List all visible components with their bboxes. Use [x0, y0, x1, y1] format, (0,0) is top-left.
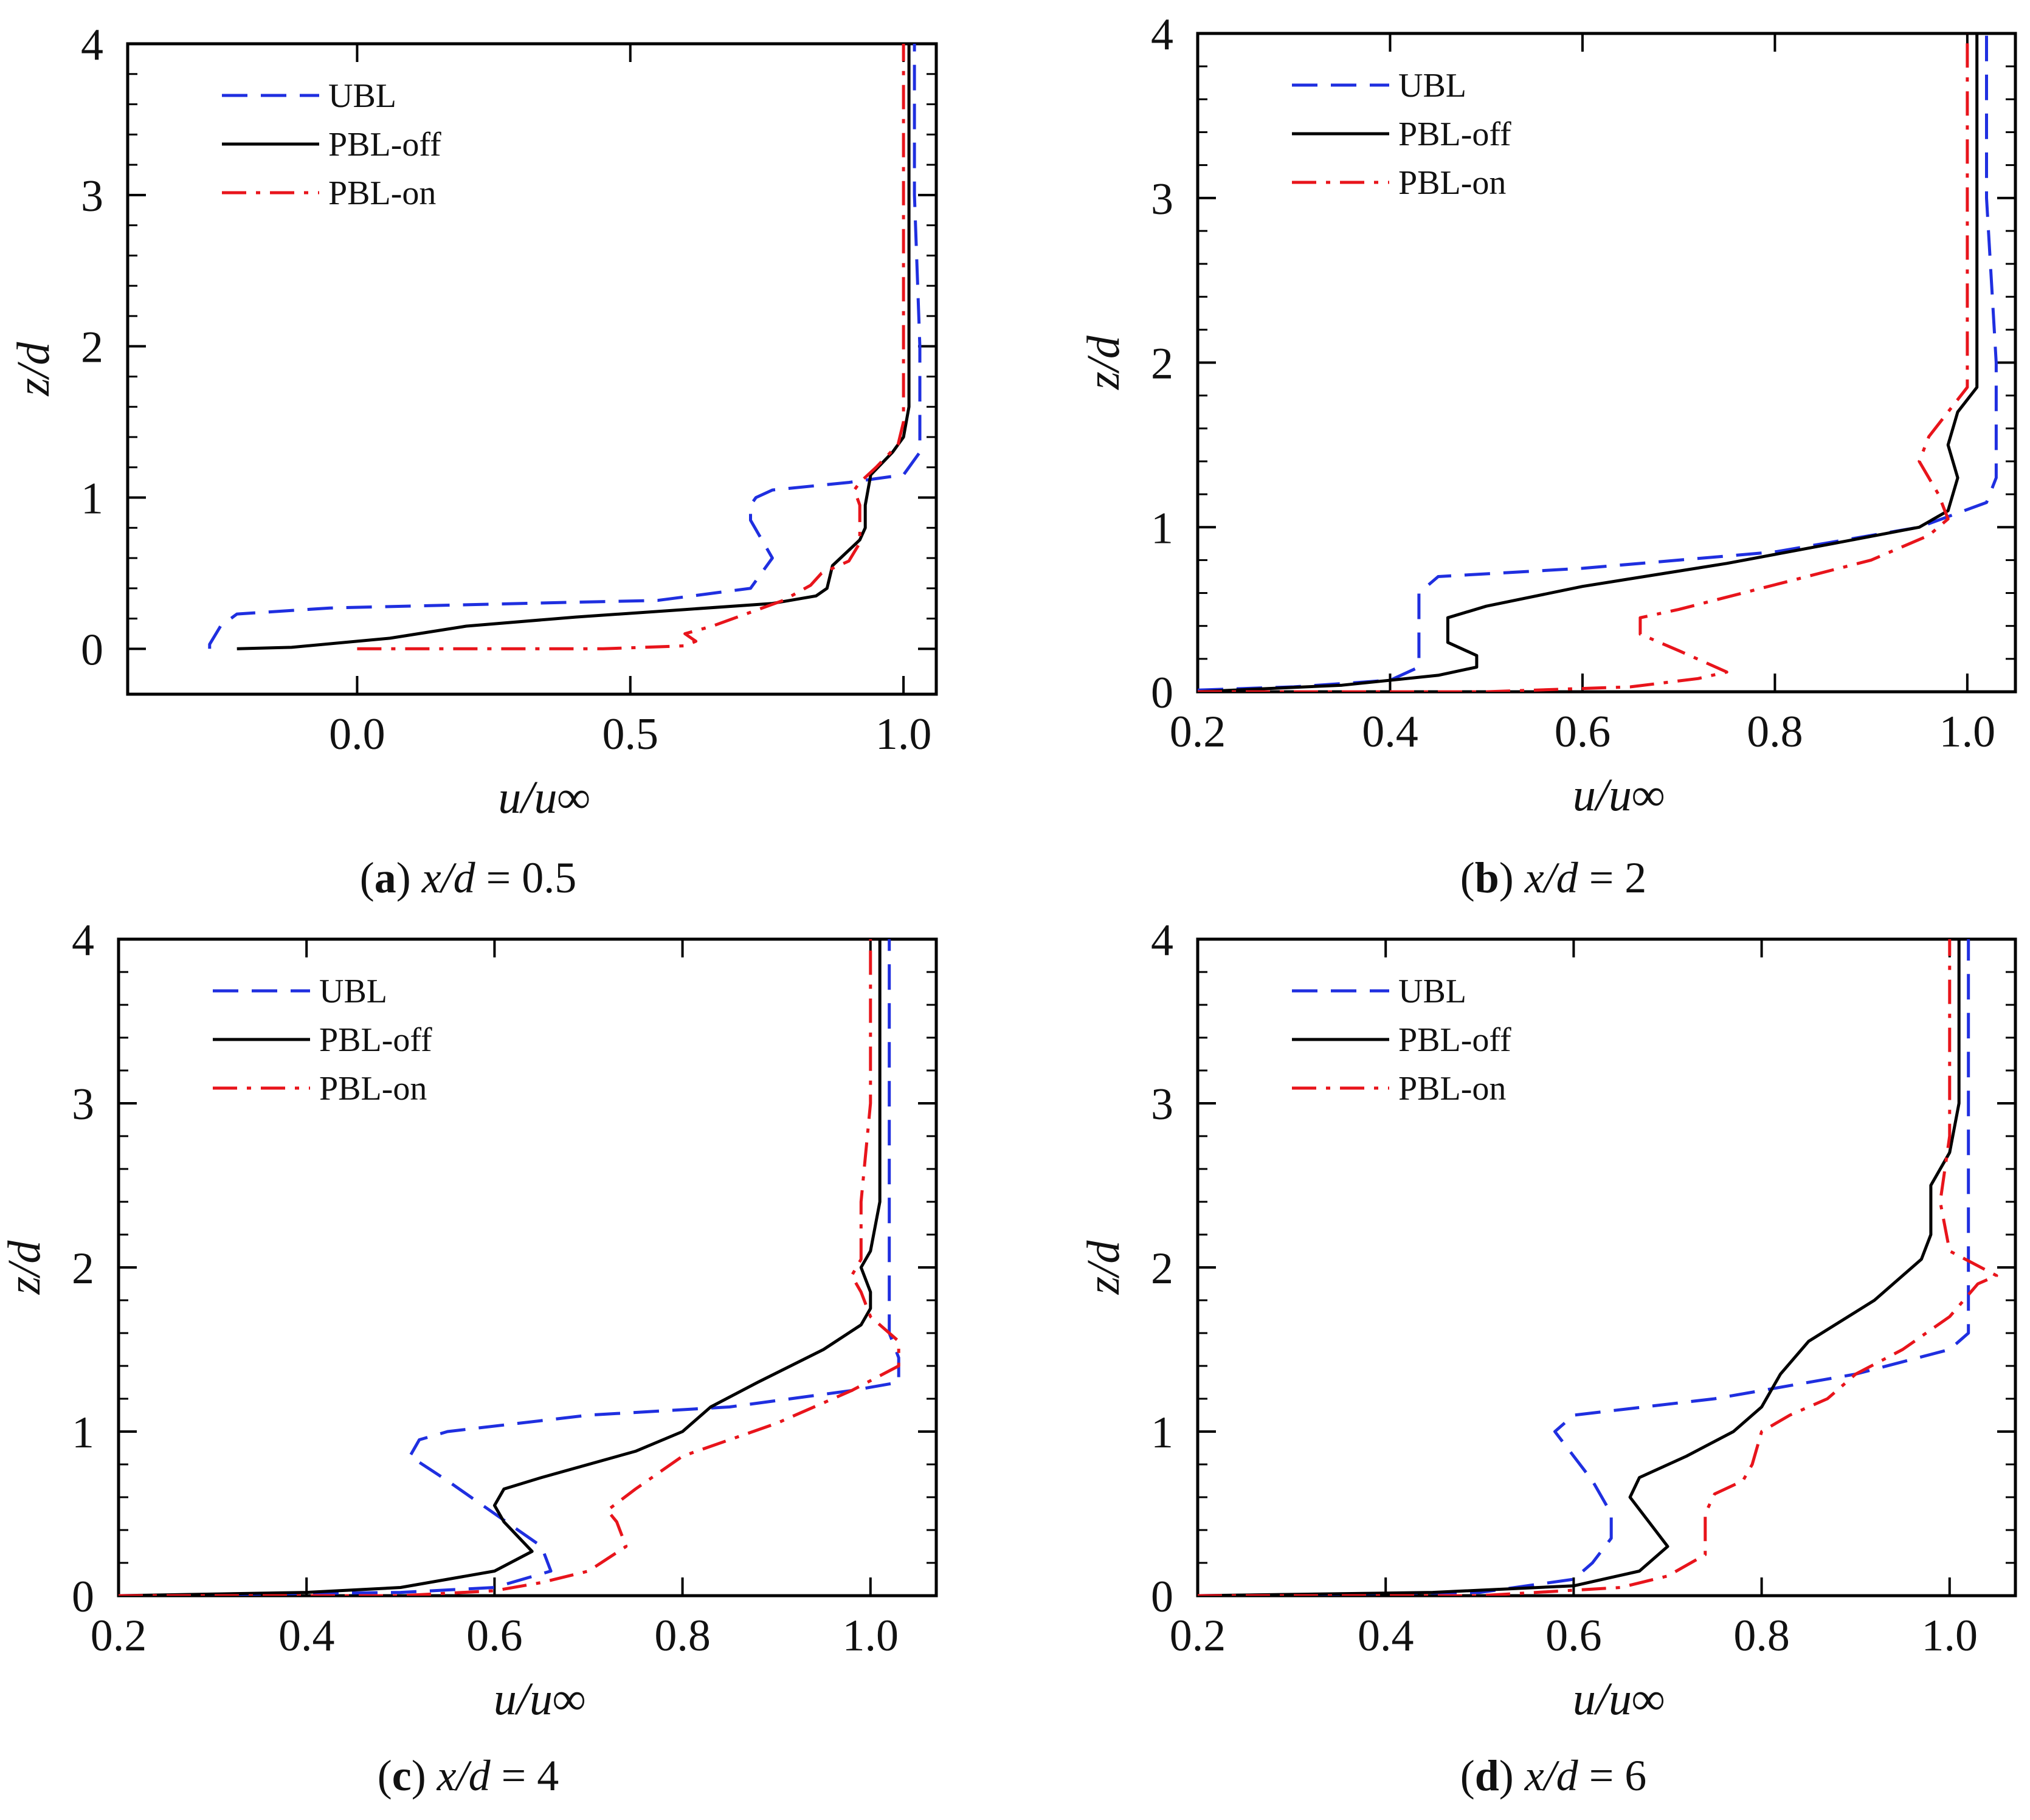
- legend-label: UBL: [1398, 67, 1466, 105]
- y-tick-label: 4: [1151, 10, 1173, 60]
- series-line-ubl: [1198, 33, 1998, 692]
- plot-frame: [1196, 937, 2017, 1598]
- x-tick-label: 0.2: [1170, 1611, 1226, 1661]
- y-axis-title: z/d: [0, 1240, 50, 1295]
- plot-frame: [1196, 32, 2017, 694]
- series-line-ubl: [1198, 939, 1970, 1596]
- y-tick-label: 2: [72, 1244, 94, 1294]
- y-tick-label: 4: [81, 20, 103, 70]
- panel-caption: (b) x/d = 2: [1460, 853, 1647, 902]
- x-tick-label: 0.8: [1733, 1611, 1790, 1661]
- y-tick-label: 3: [81, 171, 103, 221]
- legend-label: PBL-off: [328, 126, 441, 164]
- x-tick-label: 0.8: [1747, 707, 1803, 757]
- y-tick-label: 0: [72, 1572, 94, 1622]
- series-line-ubl: [119, 939, 900, 1596]
- series-line-pbl-on: [119, 939, 900, 1596]
- y-tick-label: 0: [1151, 668, 1173, 718]
- y-tick-label: 4: [1151, 915, 1173, 965]
- x-tick-label: 1.0: [875, 709, 932, 759]
- legend-label: PBL-on: [328, 174, 436, 212]
- panel-a: 0 1 2 3 4 0.0 0.5 1.0 u/u∞ z/d UBL PBL-off PBL-on (a)…: [8, 20, 938, 902]
- series-line-ubl: [208, 44, 922, 649]
- x-axis-title: u/u∞: [494, 1674, 585, 1725]
- y-tick-label: 4: [72, 915, 94, 965]
- panel-caption: (c) x/d = 4: [378, 1751, 559, 1800]
- legend-label: PBL-off: [1398, 1021, 1511, 1059]
- y-tick-label: 2: [81, 323, 103, 373]
- legend-label: PBL-off: [1398, 115, 1511, 153]
- series-line-pbl-off: [119, 939, 882, 1596]
- series-line-pbl-off: [1198, 939, 1961, 1596]
- series-line-pbl-on: [1198, 939, 1998, 1596]
- x-tick-label: 0.6: [466, 1611, 523, 1661]
- plot-frame: [126, 42, 938, 696]
- legend-label: PBL-on: [1398, 164, 1506, 202]
- legend-label: PBL-on: [1398, 1070, 1506, 1108]
- y-axis-title: z/d: [1078, 335, 1129, 390]
- y-tick-label: 1: [1151, 503, 1173, 553]
- y-tick-label: 3: [1151, 174, 1173, 224]
- x-tick-label: 0.2: [1170, 707, 1226, 757]
- x-tick-label: 1.0: [843, 1611, 899, 1661]
- y-tick-label: 3: [72, 1080, 94, 1129]
- panel-caption: (d) x/d = 6: [1460, 1751, 1647, 1800]
- x-axis-title: u/u∞: [1573, 1674, 1665, 1725]
- x-axis-title: u/u∞: [498, 772, 590, 823]
- y-tick-label: 1: [1151, 1408, 1173, 1458]
- x-tick-label: 0.5: [602, 709, 659, 759]
- legend-label: UBL: [1398, 973, 1466, 1010]
- legend-label: PBL-off: [319, 1021, 432, 1059]
- series-line-pbl-on: [357, 44, 905, 650]
- x-tick-label: 0.4: [278, 1611, 335, 1661]
- panel-c: 0 1 2 3 4 0.2 0.4 0.6 0.8 1.0 u/u∞ z/d UBL PBL-off PBL…: [0, 915, 938, 1800]
- series-line-pbl-off: [236, 44, 911, 650]
- x-tick-label: 0.6: [1555, 707, 1611, 757]
- legend-label: PBL-on: [319, 1070, 427, 1108]
- y-axis-title: z/d: [8, 342, 59, 397]
- y-axis-title: z/d: [1078, 1240, 1129, 1295]
- x-axis-title: u/u∞: [1573, 770, 1665, 821]
- x-tick-label: 0.0: [329, 709, 385, 759]
- x-tick-label: 1.0: [1922, 1611, 1978, 1661]
- x-tick-label: 0.6: [1545, 1611, 1602, 1661]
- x-tick-label: 0.4: [1358, 1611, 1414, 1661]
- panel-caption: (a) x/d = 0.5: [360, 853, 577, 902]
- y-tick-label: 0: [81, 625, 103, 675]
- y-tick-label: 3: [1151, 1080, 1173, 1129]
- y-tick-label: 0: [1151, 1572, 1173, 1622]
- x-tick-label: 0.8: [654, 1611, 711, 1661]
- panel-d: 0 1 2 3 4 0.2 0.4 0.6 0.8 1.0 u/u∞ z/d UBL PBL-off PBL…: [1078, 915, 2017, 1800]
- series-line-pbl-off: [1198, 33, 1979, 692]
- x-tick-label: 1.0: [1939, 707, 1996, 757]
- legend-label: UBL: [319, 973, 387, 1010]
- y-tick-label: 2: [1151, 1244, 1173, 1294]
- series-line-pbl-on: [1198, 33, 1969, 692]
- x-tick-label: 0.4: [1362, 707, 1418, 757]
- y-tick-label: 1: [81, 474, 103, 524]
- x-tick-label: 0.2: [91, 1611, 147, 1661]
- y-tick-label: 2: [1151, 339, 1173, 389]
- panel-b: 0 1 2 3 4 0.2 0.4 0.6 0.8 1.0 u/u∞ z/d UBL PBL-off PBL…: [1078, 10, 2017, 902]
- plot-frame: [117, 937, 938, 1598]
- legend-label: UBL: [328, 77, 396, 115]
- y-tick-label: 1: [72, 1408, 94, 1458]
